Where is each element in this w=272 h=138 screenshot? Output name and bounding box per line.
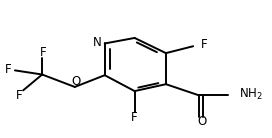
- Text: NH$_2$: NH$_2$: [239, 87, 263, 102]
- Text: F: F: [40, 46, 47, 59]
- Text: F: F: [5, 63, 11, 76]
- Text: F: F: [16, 89, 22, 102]
- Text: O: O: [72, 75, 81, 88]
- Text: N: N: [93, 36, 101, 49]
- Text: F: F: [131, 112, 138, 124]
- Text: O: O: [197, 115, 206, 128]
- Text: F: F: [201, 38, 207, 51]
